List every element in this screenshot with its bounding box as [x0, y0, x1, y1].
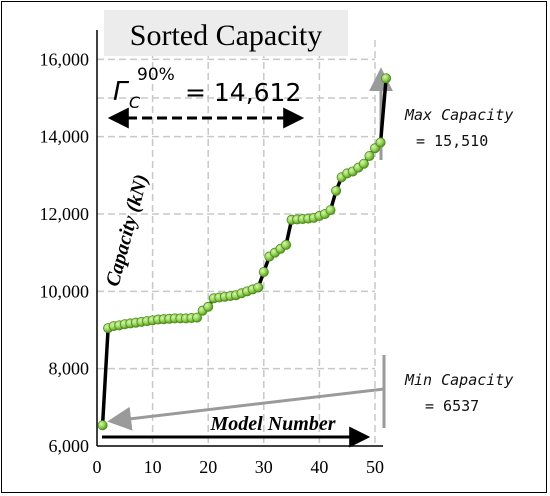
gamma-symbol: Γ	[113, 77, 130, 107]
x-tick-labels: 0 10 20 30 40 50	[93, 457, 385, 477]
max-capacity-label: Max Capacity	[404, 106, 513, 124]
data-point	[364, 150, 375, 161]
x-tick-label: 30	[255, 457, 273, 477]
data-point	[192, 312, 203, 323]
data-point	[258, 266, 269, 277]
data-point	[325, 205, 336, 216]
title-background	[104, 10, 348, 56]
data-point	[203, 301, 214, 312]
min-capacity-arrow	[107, 387, 385, 431]
gamma-superscript: 90%	[137, 65, 175, 85]
gamma-value: = 14,612	[185, 78, 301, 107]
max-capacity-value: = 15,510	[416, 132, 488, 150]
x-tick-label: 20	[199, 457, 217, 477]
data-point	[358, 158, 369, 169]
data-points	[97, 73, 392, 431]
min-capacity-label: Min Capacity	[404, 371, 513, 389]
data-point	[331, 185, 342, 196]
y-tick-label: 8,000	[49, 359, 90, 379]
gamma-subscript: C	[129, 93, 141, 112]
x-axis-label: Model Number	[210, 413, 336, 435]
y-tick-labels: 6,000 8,000 10,000 12,000 14,000 16,000	[40, 49, 90, 456]
x-tick-label: 40	[310, 457, 328, 477]
data-point	[97, 420, 108, 431]
x-tick-label: 0	[93, 457, 102, 477]
data-point	[253, 282, 264, 293]
x-tick-label: 50	[366, 457, 384, 477]
data-point	[281, 239, 292, 250]
series-line-group	[100, 78, 388, 426]
data-point	[381, 73, 392, 84]
y-tick-label: 16,000	[40, 49, 90, 69]
chart-title: Sorted Capacity	[130, 19, 322, 52]
x-tick-label: 10	[144, 457, 162, 477]
y-tick-label: 6,000	[49, 436, 90, 456]
data-point	[375, 137, 386, 148]
y-tick-label: 14,000	[40, 127, 90, 147]
axes	[96, 30, 383, 447]
y-tick-label: 10,000	[40, 281, 90, 301]
y-axis-label: Capacity (kN)	[102, 172, 153, 289]
y-tick-label: 12,000	[40, 204, 90, 224]
series-line	[100, 78, 388, 426]
min-capacity-value: = 6537	[425, 397, 479, 415]
